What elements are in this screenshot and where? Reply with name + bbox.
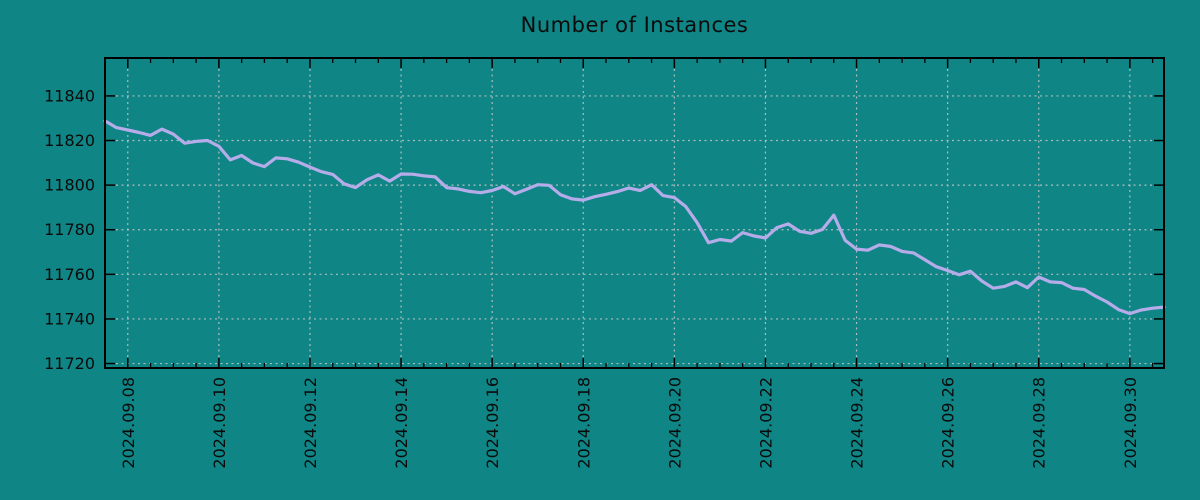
data-line-instances (103, 119, 1166, 316)
chart-title: Number of Instances (520, 13, 749, 37)
y-tick-label: 11840 (44, 86, 95, 105)
x-tick-label: 2024.09.26 (939, 377, 958, 469)
y-tick-label: 11740 (44, 309, 95, 328)
x-tick-label: 2024.09.30 (1121, 377, 1140, 469)
x-tick-label: 2024.09.24 (848, 377, 867, 469)
y-tick-label: 11800 (44, 176, 95, 195)
x-tick-label: 2024.09.14 (392, 377, 411, 469)
x-tick-label: 2024.09.28 (1030, 377, 1049, 469)
x-tick-label: 2024.09.22 (756, 377, 775, 469)
x-tick-label: 2024.09.20 (665, 377, 684, 469)
x-tick-label: 2024.09.16 (483, 377, 502, 469)
x-tick-label: 2024.09.10 (210, 377, 229, 469)
x-tick-label: 2024.09.18 (574, 377, 593, 469)
plot-border (104, 57, 1165, 369)
y-tick-label: 11820 (44, 131, 95, 150)
x-tick-label: 2024.09.08 (119, 377, 138, 469)
y-tick-label: 11780 (44, 220, 95, 239)
y-tick-label: 11760 (44, 265, 95, 284)
x-tick-label: 2024.09.12 (301, 377, 320, 469)
y-tick-label: 11720 (44, 354, 95, 373)
